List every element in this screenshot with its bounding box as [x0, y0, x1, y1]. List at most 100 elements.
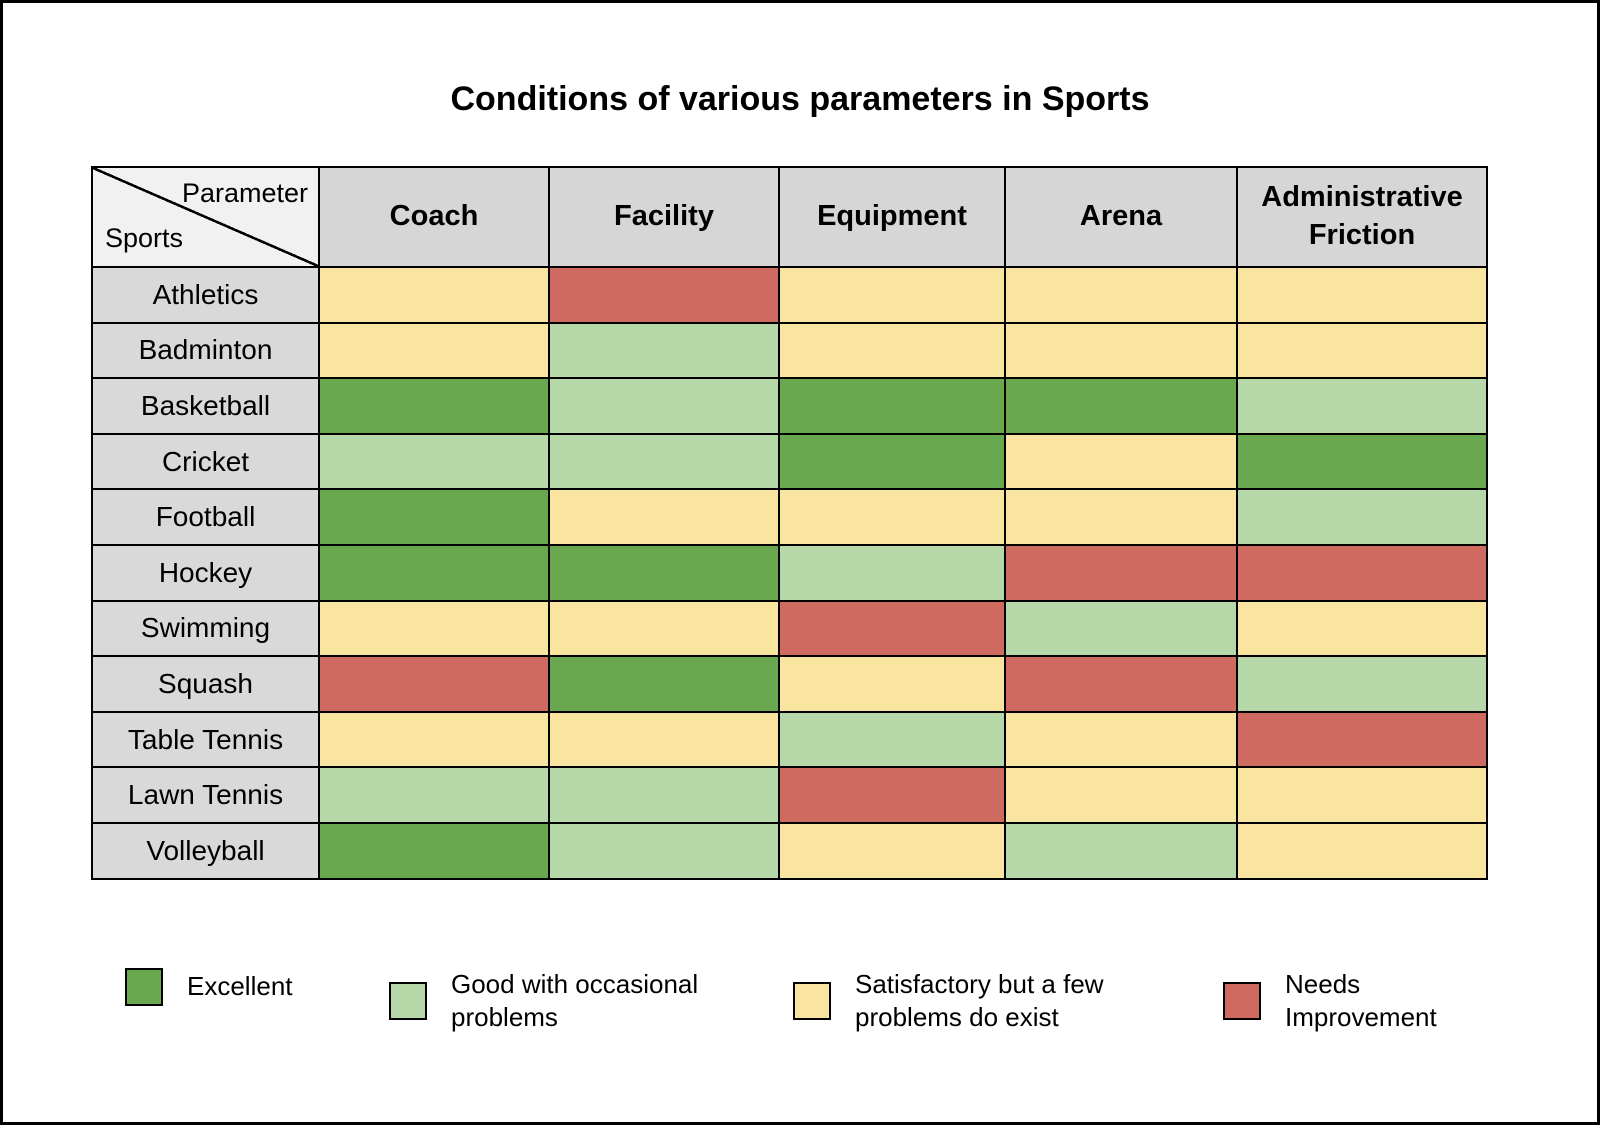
rating-cell-volleyball-arena [1004, 821, 1238, 880]
rating-cell-table-tennis-coach [318, 710, 550, 769]
rating-cell-football-equipment [778, 488, 1006, 546]
rating-cell-football-coach [318, 488, 550, 546]
row-label-volleyball: Volleyball [91, 821, 320, 880]
rating-cell-basketball-administrative-friction [1236, 377, 1488, 435]
legend-item-excellent: Excellent [125, 967, 389, 1006]
rating-cell-squash-facility [548, 655, 780, 713]
column-header-facility: Facility [548, 166, 780, 268]
legend-swatch-good [389, 982, 427, 1021]
rating-cell-squash-arena [1004, 655, 1238, 713]
rating-cell-athletics-administrative-friction [1236, 266, 1488, 324]
rating-cell-table-tennis-arena [1004, 710, 1238, 769]
page-title: Conditions of various parameters in Spor… [450, 80, 1150, 118]
legend-label-needs-improvement: Needs Improvement [1285, 968, 1437, 1033]
rating-cell-football-administrative-friction [1236, 488, 1488, 546]
table-row-swimming: Swimming [91, 599, 1488, 658]
rating-cell-cricket-coach [318, 432, 550, 491]
rating-cell-lawn-tennis-administrative-friction [1236, 766, 1488, 824]
rating-cell-basketball-facility [548, 377, 780, 435]
row-label-squash: Squash [91, 655, 320, 713]
rating-cell-volleyball-facility [548, 821, 780, 880]
row-label-cricket: Cricket [91, 432, 320, 491]
table-row-badminton: Badminton [91, 321, 1488, 380]
rating-cell-table-tennis-administrative-friction [1236, 710, 1488, 769]
legend-label-good: Good with occasional problems [451, 968, 699, 1033]
rating-cell-lawn-tennis-facility [548, 766, 780, 824]
rating-cell-lawn-tennis-equipment [778, 766, 1006, 824]
rating-cell-volleyball-administrative-friction [1236, 821, 1488, 880]
rating-cell-football-facility [548, 488, 780, 546]
rating-cell-squash-coach [318, 655, 550, 713]
legend-swatch-satisfactory [793, 982, 831, 1021]
rating-cell-badminton-facility [548, 321, 780, 380]
table-row-hockey: Hockey [91, 543, 1488, 602]
table-row-basketball: Basketball [91, 377, 1488, 435]
column-header-equipment: Equipment [778, 166, 1006, 268]
header-row: Parameter Sports Coach Facility Equipment Are… [91, 166, 1488, 268]
rating-cell-swimming-administrative-friction [1236, 599, 1488, 658]
table-row-lawn-tennis: Lawn Tennis [91, 766, 1488, 824]
rating-cell-badminton-arena [1004, 321, 1238, 380]
rating-cell-swimming-coach [318, 599, 550, 658]
rating-cell-basketball-equipment [778, 377, 1006, 435]
table-row-football: Football [91, 488, 1488, 546]
rating-cell-badminton-administrative-friction [1236, 321, 1488, 380]
corner-parameter-label: Parameter [181, 178, 308, 208]
rating-cell-swimming-arena [1004, 599, 1238, 658]
rating-cell-table-tennis-equipment [778, 710, 1006, 769]
legend-swatch-excellent [125, 967, 163, 1006]
legend-label-excellent: Excellent [187, 970, 293, 1001]
row-label-badminton: Badminton [91, 321, 320, 380]
rating-cell-lawn-tennis-coach [318, 766, 550, 824]
rating-cell-swimming-facility [548, 599, 780, 658]
rating-cell-athletics-arena [1004, 266, 1238, 324]
rating-cell-basketball-arena [1004, 377, 1238, 435]
rating-cell-hockey-administrative-friction [1236, 543, 1488, 602]
rating-cell-squash-administrative-friction [1236, 655, 1488, 713]
table-row-squash: Squash [91, 655, 1488, 713]
row-label-basketball: Basketball [91, 377, 320, 435]
rating-cell-badminton-equipment [778, 321, 1006, 380]
rating-cell-cricket-arena [1004, 432, 1238, 491]
corner-cell: Parameter Sports [91, 166, 320, 268]
row-label-hockey: Hockey [91, 543, 320, 602]
rating-cell-volleyball-coach [318, 821, 550, 880]
table-row-cricket: Cricket [91, 432, 1488, 491]
row-label-football: Football [91, 488, 320, 546]
legend-swatch-needs-improvement [1223, 982, 1261, 1021]
row-label-athletics: Athletics [91, 266, 320, 324]
rating-cell-hockey-coach [318, 543, 550, 602]
rating-cell-table-tennis-facility [548, 710, 780, 769]
rating-cell-lawn-tennis-arena [1004, 766, 1238, 824]
rating-cell-athletics-equipment [778, 266, 1006, 324]
legend-item-needs-improvement: Needs Improvement [1223, 968, 1455, 1036]
legend-item-satisfactory: Satisfactory but a few problems do exist [793, 968, 1223, 1036]
rating-cell-cricket-administrative-friction [1236, 432, 1488, 491]
rating-cell-athletics-coach [318, 266, 550, 324]
row-label-swimming: Swimming [91, 599, 320, 658]
rating-cell-badminton-coach [318, 321, 550, 380]
rating-cell-swimming-equipment [778, 599, 1006, 658]
corner-sports-label: Sports [105, 223, 184, 253]
rating-cell-hockey-facility [548, 543, 780, 602]
column-header-coach: Coach [318, 166, 550, 268]
table-row-volleyball: Volleyball [91, 821, 1488, 880]
table-row-athletics: Athletics [91, 266, 1488, 324]
conditions-table: Parameter Sports Coach Facility Equipment Are… [91, 166, 1488, 880]
rating-cell-cricket-facility [548, 432, 780, 491]
column-header-arena: Arena [1004, 166, 1238, 268]
table-row-table-tennis: Table Tennis [91, 710, 1488, 769]
legend: Excellent Good with occasional problems Sa… [125, 967, 1597, 1036]
rating-cell-cricket-equipment [778, 432, 1006, 491]
column-header-administrative-friction: Administrative Friction [1236, 166, 1488, 268]
rating-cell-squash-equipment [778, 655, 1006, 713]
row-label-lawn-tennis: Lawn Tennis [91, 766, 320, 824]
row-label-table-tennis: Table Tennis [91, 710, 320, 769]
legend-item-good: Good with occasional problems [389, 968, 793, 1036]
rating-cell-athletics-facility [548, 266, 780, 324]
rating-cell-basketball-coach [318, 377, 550, 435]
rating-cell-football-arena [1004, 488, 1238, 546]
rating-cell-hockey-equipment [778, 543, 1006, 602]
legend-label-satisfactory: Satisfactory but a few problems do exist [855, 968, 1104, 1033]
